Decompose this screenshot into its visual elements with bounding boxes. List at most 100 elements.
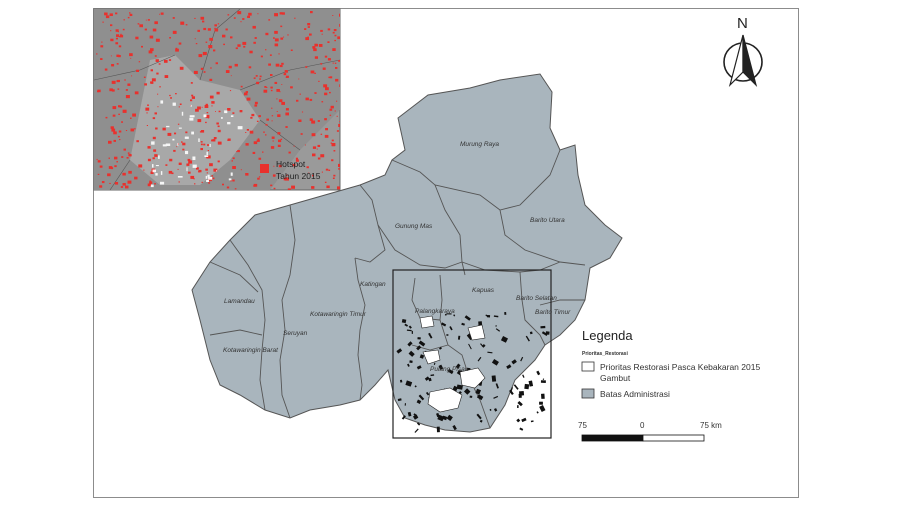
hotspot-point [212, 139, 216, 142]
hotspot-point [191, 94, 194, 97]
inset-restoration-patch [152, 169, 156, 173]
hotspot-point [160, 12, 164, 15]
hotspot-point [252, 151, 256, 154]
hotspot-point [308, 172, 310, 174]
hotspot-point [111, 80, 116, 84]
hotspot-point [222, 183, 224, 186]
hotspot-point [279, 91, 281, 93]
hotspot-point [204, 105, 209, 108]
inset-map[interactable]: Hotspot Tahun 2015 [93, 8, 343, 191]
hotspot-point [336, 115, 338, 117]
hotspot-point [116, 63, 119, 65]
hotspot-point [311, 120, 316, 124]
hotspot-point [247, 15, 250, 18]
hotspot-point [327, 41, 330, 43]
hotspot-point [190, 82, 193, 84]
hotspot-point [208, 45, 213, 49]
peat-patch [399, 379, 403, 383]
hotspot-point [332, 15, 334, 16]
hotspot-point [118, 130, 122, 133]
hotspot-point [146, 125, 148, 126]
hotspot-point [110, 126, 114, 129]
hotspot-point [245, 173, 249, 176]
hotspot-point [194, 183, 196, 185]
hotspot-point [190, 175, 195, 179]
hotspot-point [242, 18, 245, 20]
peat-patch [493, 395, 499, 399]
hotspot-point [157, 106, 159, 108]
hotspot-point [122, 109, 127, 113]
hotspot-point [115, 42, 119, 45]
hotspot-point [209, 163, 213, 167]
peat-patch [493, 408, 498, 412]
peat-patch [463, 388, 471, 395]
peat-patch [418, 340, 426, 347]
hotspot-point [317, 144, 321, 147]
hotspot-point [231, 160, 233, 162]
hotspot-point [115, 12, 118, 15]
province-outline[interactable] [191, 73, 623, 433]
inset-restoration-patch [172, 102, 176, 106]
hotspot-point [128, 170, 132, 174]
inset-restoration-patch [184, 136, 189, 139]
hotspot-point [134, 128, 136, 130]
hotspot-point [305, 97, 309, 101]
hotspot-point [108, 140, 112, 144]
hotspot-point [243, 45, 246, 48]
region-label: Kapuas [472, 287, 495, 294]
hotspot-point [253, 77, 256, 79]
hotspot-point [172, 17, 175, 19]
hotspot-point [110, 38, 114, 42]
hotspot-point [209, 37, 213, 41]
hotspot-point [226, 186, 230, 189]
hotspot-point [240, 21, 242, 23]
hotspot-point [230, 75, 232, 77]
hotspot-point [181, 141, 183, 143]
inset-restoration-patch [198, 138, 200, 142]
hotspot-point [159, 13, 160, 15]
hotspot-point [306, 166, 309, 169]
hotspot-point [230, 36, 233, 39]
inset-restoration-patch [227, 122, 231, 125]
peat-patch [539, 405, 546, 412]
hotspot-point [253, 184, 256, 187]
region-label: Murung Raya [460, 141, 499, 148]
peat-patch [489, 408, 492, 411]
hotspot-point [280, 138, 283, 140]
peat-patch [416, 399, 422, 404]
hotspot-point [295, 157, 298, 160]
hotspot-point [104, 12, 108, 16]
peat-patch [491, 375, 497, 382]
scale-right-label: 75 km [700, 421, 722, 430]
hotspot-point [210, 67, 212, 69]
hotspot-point [273, 165, 275, 167]
hotspot-point [207, 150, 209, 152]
hotspot-point [217, 23, 220, 25]
hotspot-point [321, 33, 323, 35]
hotspot-point [111, 89, 115, 92]
hotspot-point [171, 172, 174, 175]
hotspot-point [294, 17, 296, 19]
hotspot-point [280, 25, 283, 28]
hotspot-point [147, 183, 152, 187]
hotspot-point [326, 185, 330, 189]
hotspot-point [245, 132, 247, 133]
hotspot-point [122, 172, 126, 176]
hotspot-point [285, 126, 288, 128]
scale-bar: 75 0 75 km [578, 421, 722, 442]
legend: Legenda Prioritas_Restorasi Prioritas Re… [581, 328, 760, 399]
hotspot-point [329, 76, 333, 79]
hotspot-point [287, 34, 289, 36]
hotspot-point [292, 163, 296, 167]
hotspot-point [162, 127, 166, 131]
hotspot-point [279, 64, 283, 68]
hotspot-point [176, 146, 178, 148]
hotspot-point [150, 171, 154, 174]
hotspot-point [113, 131, 117, 135]
hotspot-point [329, 91, 331, 94]
hotspot-point [118, 105, 121, 108]
legend-item-peat: Gambut [600, 373, 631, 383]
legend-swatch-admin [581, 388, 595, 399]
study-area-box[interactable] [392, 269, 552, 439]
region-label: Katingan [360, 281, 386, 288]
